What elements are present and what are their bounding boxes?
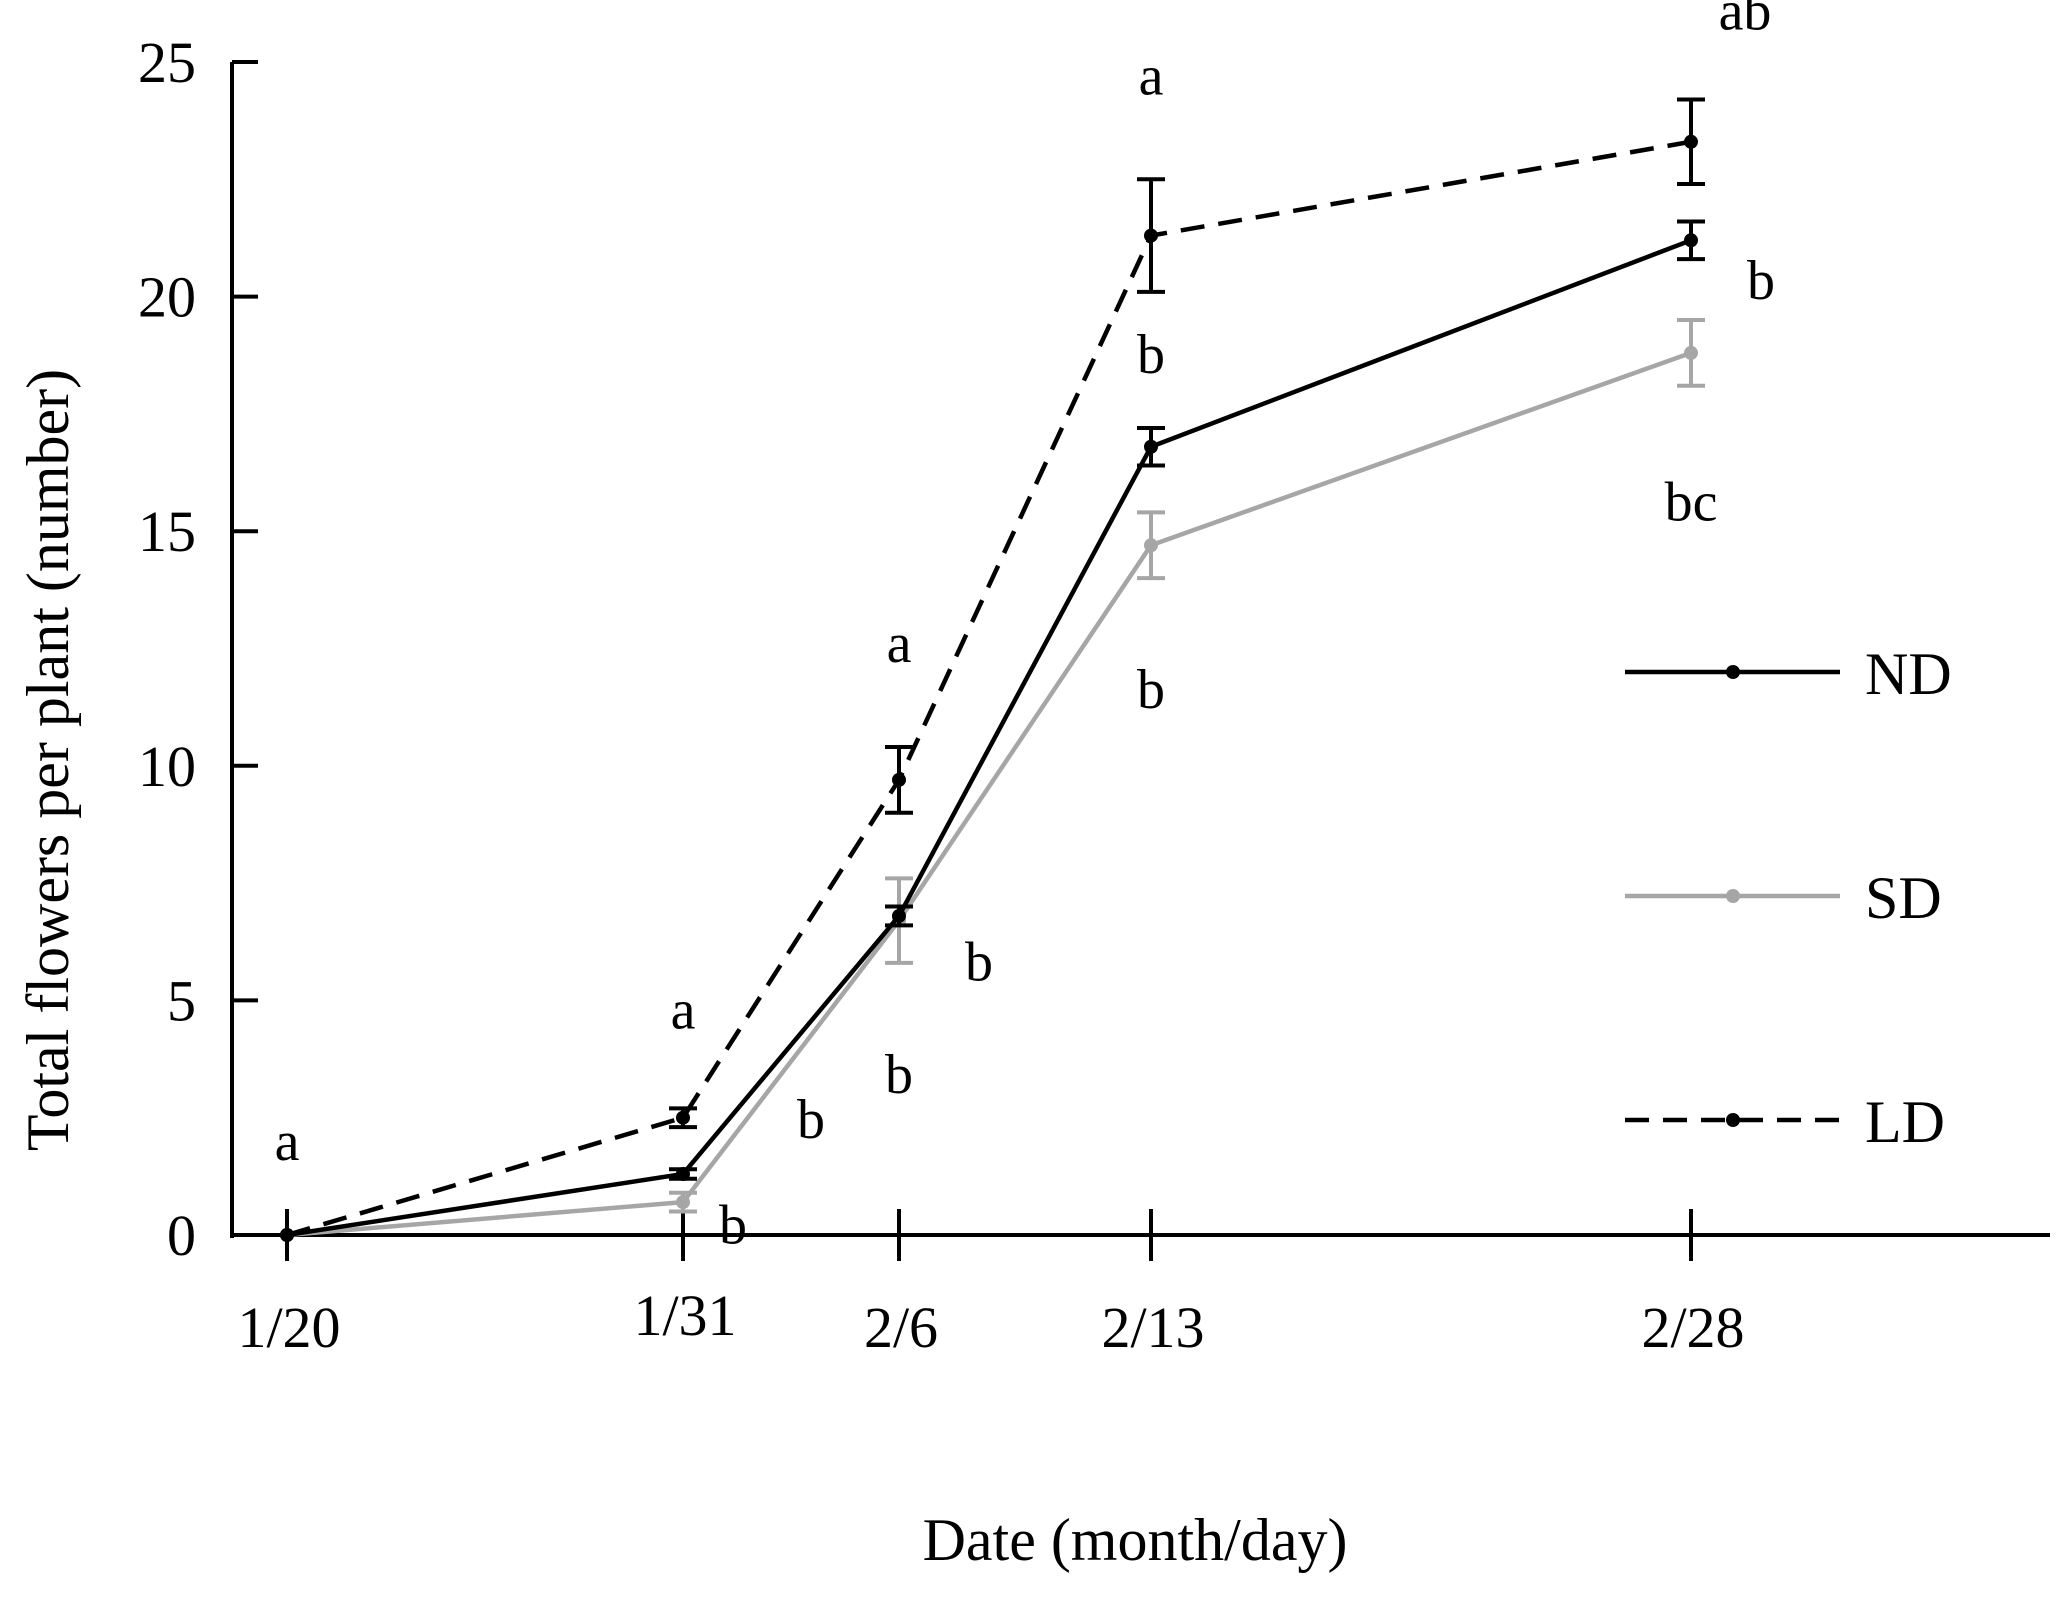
point-LD-1 <box>676 1110 690 1125</box>
sig-letter-LD-3: a <box>1139 45 1164 107</box>
series-line-LD <box>286 139 1692 1238</box>
point-ND-2 <box>892 908 906 923</box>
sig-letter-SD-3: b <box>1137 659 1165 721</box>
legend-item-LD: LD <box>1625 1089 1945 1155</box>
y-tick-label-4: 20 <box>138 265 196 330</box>
sig-letter-ND-1: b <box>719 1195 747 1257</box>
point-LD-0 <box>280 1228 294 1242</box>
y-tick-label-2: 10 <box>138 734 196 799</box>
sig-letter-ND-2: b <box>965 931 993 993</box>
point-ND-4 <box>1684 233 1698 248</box>
point-ND-3 <box>1144 439 1158 454</box>
series-line-ND <box>286 238 1692 1238</box>
point-LD-3 <box>1144 228 1158 243</box>
sig-letter-SD-2: b <box>885 1044 913 1106</box>
legend-marker-LD <box>1726 1113 1740 1127</box>
x-axis-title: Date (month/day) <box>923 1507 1348 1573</box>
series-layer <box>280 97 1705 1242</box>
x-tick-label-1: 1/31 <box>633 1283 736 1348</box>
x-tick-label-2: 2/6 <box>864 1295 938 1360</box>
legend-marker-SD <box>1726 889 1740 903</box>
point-LD-2 <box>892 772 906 787</box>
y-tick-label-1: 5 <box>167 968 196 1033</box>
legend-marker-ND <box>1726 665 1740 679</box>
x-tick-label-0: 1/20 <box>237 1295 340 1360</box>
axes: 0 5 10 15 20 25 1/20 1/31 2/6 2/13 2/28 <box>138 30 2050 1360</box>
legend-item-ND: ND <box>1625 641 1952 707</box>
sig-letter-LD-0: a <box>275 1111 300 1173</box>
legend-label-SD: SD <box>1865 865 1942 931</box>
series-LD <box>280 97 1705 1242</box>
series-SD <box>280 318 1705 1242</box>
sig-letter-LD-1: a <box>671 979 696 1041</box>
legend: ND SD LD <box>1625 641 1952 1155</box>
sig-letter-ND-4: b <box>1747 250 1775 312</box>
point-SD-4 <box>1684 345 1698 360</box>
y-axis-title: Total flowers per plant (number) <box>15 369 81 1151</box>
legend-label-LD: LD <box>1865 1089 1945 1155</box>
legend-item-SD: SD <box>1625 865 1942 931</box>
point-SD-1 <box>676 1195 690 1210</box>
point-ND-1 <box>676 1167 690 1182</box>
legend-label-ND: ND <box>1865 641 1952 707</box>
series-line-SD <box>286 350 1692 1238</box>
y-tick-label-3: 15 <box>138 499 196 564</box>
point-LD-4 <box>1684 134 1698 149</box>
sig-letter-LD-2: a <box>887 613 912 675</box>
point-SD-3 <box>1144 538 1158 553</box>
sig-letter-ND-3: b <box>1137 324 1165 386</box>
x-tick-label-3: 2/13 <box>1101 1295 1204 1360</box>
x-tick-label-4: 2/28 <box>1641 1295 1744 1360</box>
y-tick-label-0: 0 <box>167 1203 196 1268</box>
y-tick-label-5: 25 <box>138 30 196 95</box>
sig-letter-LD-4: ab <box>1719 0 1772 43</box>
series-ND <box>280 219 1705 1242</box>
sig-letter-SD-4: bc <box>1665 472 1718 534</box>
sig-letter-SD-1: b <box>797 1089 825 1151</box>
